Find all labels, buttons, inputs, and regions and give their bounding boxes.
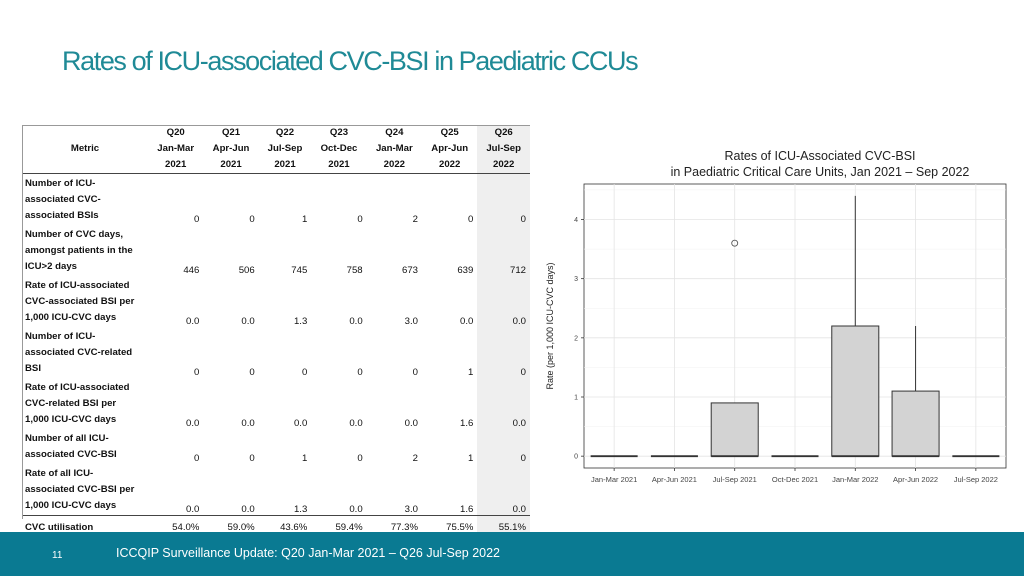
column-header-q21: Q21 Apr-Jun 2021 (212, 127, 250, 170)
table-cell: 0.0 (186, 504, 200, 515)
x-tick-label: Jan-Mar 2022 (832, 475, 878, 484)
x-tick-label: Jul-Sep 2021 (713, 475, 757, 484)
table-cell: 0 (477, 173, 530, 225)
table-row: Number of ICU-associated CVC-associated … (22, 173, 530, 225)
table-cell: 0 (194, 453, 200, 464)
chart-title-line2: in Paediatric Critical Care Units, Jan 2… (670, 165, 970, 179)
table-cell: 0 (357, 214, 363, 225)
table-cell: 3.0 (404, 316, 419, 327)
table-cell: 0.0 (186, 316, 200, 327)
column-header-q26: Q26 Jul-Sep 2022 (477, 125, 530, 174)
column-header-q20: Q20 Jan-Mar 2021 (157, 127, 195, 170)
row-label: Rate of all ICU-associated CVC-BSI per 1,… (25, 468, 135, 511)
table-cell: 0 (194, 214, 200, 225)
y-axis-label: Rate (per 1,000 ICU-CVC days) (545, 262, 555, 389)
metric-column-header: Metric (70, 143, 100, 154)
table-cell: 2 (412, 453, 419, 464)
table-cell: 745 (291, 265, 308, 276)
table-cell: 0.0 (186, 418, 200, 429)
table-cell: 1.6 (460, 504, 474, 515)
table-cell: 1.3 (293, 504, 308, 515)
table-cell: 0.0 (349, 418, 363, 429)
footer-bar: 11 ICCQIP Surveillance Update: Q20 Jan-M… (0, 532, 1024, 576)
boxplot-chart: 0 1 2 3 4 Jan-Mar 2021 Apr-Jun 2021 Jul-Sep 202… (540, 144, 1010, 494)
table-cell: 0.0 (349, 504, 363, 515)
table-cell: 639 (457, 265, 474, 276)
box-iqr (710, 402, 759, 457)
table-cell: 0.0 (477, 464, 530, 516)
column-header-q25: Q25 Apr-Jun 2022 (431, 127, 469, 170)
table-cell: 446 (183, 265, 200, 276)
footer-text: ICCQIP Surveillance Update: Q20 Jan-Mar … (116, 546, 501, 560)
table-row: Number of ICU-associated CVC-related BSI … (22, 327, 530, 378)
x-tick-label: Jan-Mar 2021 (591, 475, 637, 484)
slide-title: Rates of ICU-associated CVC-BSI in Paedi… (62, 46, 639, 76)
table-cell: 0.0 (349, 316, 363, 327)
column-header-q22: Q22 Jul-Sep 2021 (267, 127, 303, 170)
table-cell: 0 (357, 453, 363, 464)
table-row: Rate of ICU-associated CVC-associated BSI… (22, 276, 530, 327)
y-tick-label: 3 (574, 276, 578, 283)
table-cell: 0.0 (477, 378, 530, 429)
table-cell: 0.0 (241, 418, 255, 429)
row-label: Rate of ICU-associated CVC-associated BSI… (25, 280, 135, 323)
table-cell: 1 (468, 453, 474, 464)
x-tick-label: Apr-Jun 2022 (893, 475, 938, 484)
table-cell: 3.0 (404, 504, 419, 515)
table-cell: 506 (238, 265, 255, 276)
table-cell: 0.0 (293, 418, 308, 429)
table-cell: 0 (412, 367, 419, 378)
table-cell: 0 (249, 214, 255, 225)
metrics-table: Metric Q20 Jan-Mar 2021 Q21 Apr-Jun 2021 Q22… (22, 125, 530, 540)
table-cell: 1 (301, 214, 308, 225)
table-cell: 0 (194, 367, 200, 378)
table-cell: 2 (412, 214, 419, 225)
row-label: Number of ICU-associated CVC-related BSI (25, 331, 133, 374)
table-cell: 0 (357, 367, 363, 378)
table-cell: 0.0 (241, 316, 255, 327)
table-cell: 673 (402, 265, 419, 276)
table-cell: 0.0 (241, 504, 255, 515)
column-header-q24: Q24 Jan-Mar 2022 (375, 127, 413, 170)
y-tick-label: 0 (574, 454, 578, 461)
table-cell: 0 (468, 214, 474, 225)
box-iqr (891, 390, 940, 457)
table-cell: 0 (477, 429, 530, 464)
row-label: Number of ICU-associated CVC-associated … (25, 178, 101, 221)
row-label: Number of all ICU-associated CVC-BSI (25, 433, 117, 460)
table-cell: 0.0 (460, 316, 474, 327)
table-cell: 0.0 (404, 418, 419, 429)
table-cell: 0.0 (477, 276, 530, 327)
page-number: 11 (52, 550, 63, 561)
table-header-row: Metric Q20 Jan-Mar 2021 Q21 Apr-Jun 2021 Q22… (22, 125, 530, 174)
table-cell: 0 (301, 367, 308, 378)
table-row: Rate of ICU-associated CVC-related BSI pe… (22, 378, 530, 429)
table-cell: 1 (468, 367, 474, 378)
table-row: Number of CVC days, amongst patients in t… (22, 225, 530, 276)
box-iqr (831, 325, 880, 457)
table-cell: 0 (249, 367, 255, 378)
table-cell: 758 (346, 265, 363, 276)
y-tick-label: 1 (574, 395, 578, 402)
x-tick-label: Jul-Sep 2022 (954, 475, 998, 484)
table-cell: 1.3 (293, 316, 308, 327)
table-row: Number of all ICU-associated CVC-BSI 0 0… (22, 429, 530, 464)
table-cell: 1.6 (460, 418, 474, 429)
chart-title: Rates of ICU-Associated CVC-BSI in Paedi… (640, 148, 1000, 180)
row-label: Number of CVC days, amongst patients in t… (25, 229, 133, 272)
table-row: Rate of all ICU-associated CVC-BSI per 1,… (22, 464, 530, 516)
chart-title-line1: Rates of ICU-Associated CVC-BSI (724, 149, 916, 163)
column-header-q23: Q23 Oct-Dec 2021 (320, 127, 358, 170)
y-tick-label: 2 (574, 335, 578, 342)
y-tick-label: 4 (574, 217, 578, 224)
row-label: Rate of ICU-associated CVC-related BSI pe… (25, 382, 130, 425)
table-cell: 1 (301, 453, 308, 464)
table-cell: 0 (249, 453, 255, 464)
x-tick-label: Oct-Dec 2021 (772, 475, 818, 484)
boxplot-svg: 0 1 2 3 4 Jan-Mar 2021 Apr-Jun 2021 Jul-Sep 202… (545, 183, 1007, 484)
x-tick-label: Apr-Jun 2021 (652, 475, 697, 484)
table-cell: 712 (477, 225, 530, 276)
outlier-point (731, 239, 739, 247)
table-cell: 0 (477, 327, 530, 378)
